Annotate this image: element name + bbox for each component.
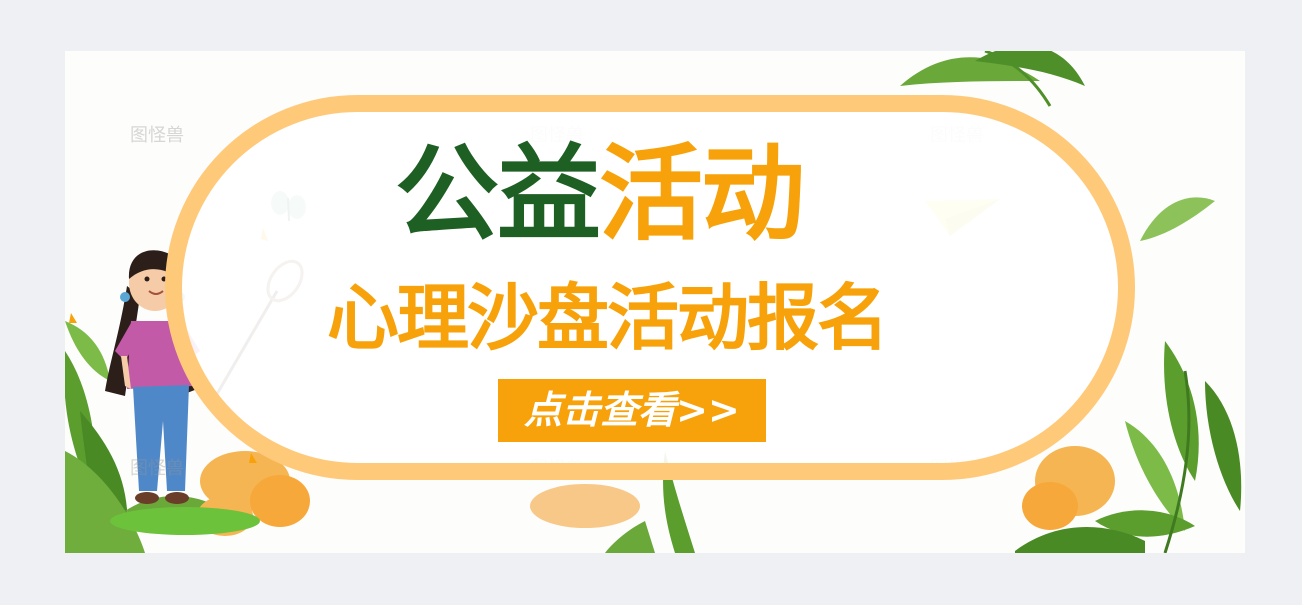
right-leaves (1015, 341, 1242, 553)
page-title: 公益活动 (395, 129, 895, 259)
view-details-button[interactable]: 点击查看>> (498, 379, 766, 442)
petal-icon (69, 313, 77, 323)
watermark: 图怪兽 (130, 458, 184, 479)
banner: 图怪兽 图怪兽 图怪兽 图怪兽 图怪兽 图怪兽 公益活动 心理沙盘活动报名 点击… (65, 51, 1245, 553)
top-right-leaves (900, 51, 1215, 241)
petal-icon (249, 453, 257, 463)
title-part-activity: 活动 (599, 133, 805, 255)
watermark: 图怪兽 (130, 125, 184, 146)
orange-flowers (197, 446, 1115, 536)
title-part-public-welfare: 公益 (395, 133, 601, 255)
grass-patch (110, 507, 260, 535)
subtitle: 心理沙盘活动报名 (327, 276, 889, 360)
